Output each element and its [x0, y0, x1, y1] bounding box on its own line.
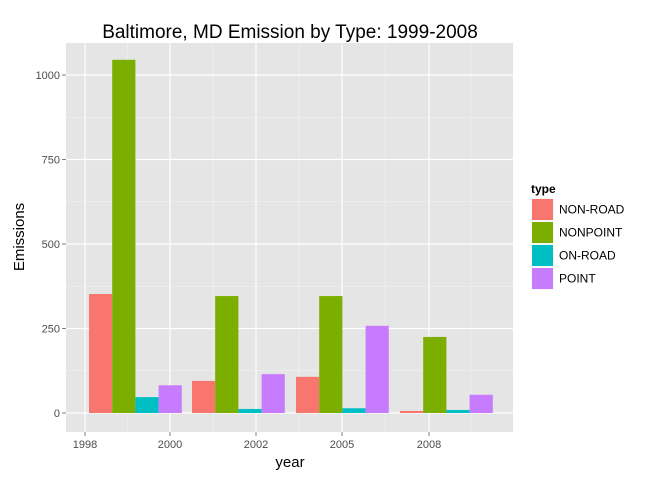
legend: type NON-ROAD NONPOINT ON-ROAD POINT [530, 182, 625, 291]
x-axis-label: year [275, 454, 304, 471]
bar-non-road-2002 [192, 380, 216, 413]
legend-title: type [531, 182, 556, 196]
chart-title: Baltimore, MD Emission by Type: 1999-200… [102, 22, 478, 43]
bar-on-road-2008 [446, 409, 470, 413]
bar-on-road-2005 [342, 408, 366, 413]
bar-nonpoint-1999 [112, 59, 136, 413]
y-axis-ticks: 0 250 500 750 1000 [36, 70, 66, 420]
grid-minor [66, 43, 513, 432]
y-axis-label: Emissions [11, 203, 28, 271]
bar-non-road-2008 [400, 410, 424, 413]
legend-label: ON-ROAD [559, 249, 616, 263]
bar-on-road-1999 [135, 397, 159, 413]
bar-nonpoint-2008 [423, 336, 447, 413]
bar-nonpoint-2005 [319, 296, 343, 413]
bar-point-2005 [365, 325, 389, 413]
bars [89, 59, 493, 413]
legend-swatch-non-road [532, 199, 553, 220]
legend-swatch-on-road [532, 245, 553, 266]
x-tick-label: 2008 [417, 439, 441, 451]
y-tick-label: 1000 [36, 70, 60, 82]
x-tick-label: 2005 [330, 439, 354, 451]
legend-swatch-nonpoint [532, 222, 553, 243]
bar-non-road-2005 [296, 376, 320, 413]
legend-label: NONPOINT [559, 226, 623, 240]
y-tick-label: 500 [42, 239, 60, 251]
bar-on-road-2002 [238, 408, 262, 413]
x-axis-ticks: 1998 2000 2002 2005 2008 [73, 432, 441, 451]
legend-label: NON-ROAD [559, 203, 625, 217]
x-tick-label: 1998 [73, 439, 97, 451]
bar-non-road-1999 [89, 294, 113, 413]
legend-label: POINT [559, 272, 596, 286]
bar-nonpoint-2002 [215, 296, 239, 413]
legend-items: NON-ROAD NONPOINT ON-ROAD POINT [530, 197, 625, 291]
bar-point-2002 [261, 374, 285, 413]
bar-point-1999 [158, 385, 182, 413]
bar-point-2008 [469, 394, 493, 413]
x-tick-label: 2002 [244, 439, 268, 451]
x-tick-label: 2000 [158, 439, 182, 451]
y-tick-label: 250 [42, 324, 60, 336]
legend-swatch-point [532, 268, 553, 289]
y-tick-label: 750 [42, 155, 60, 167]
y-tick-label: 0 [54, 408, 60, 420]
